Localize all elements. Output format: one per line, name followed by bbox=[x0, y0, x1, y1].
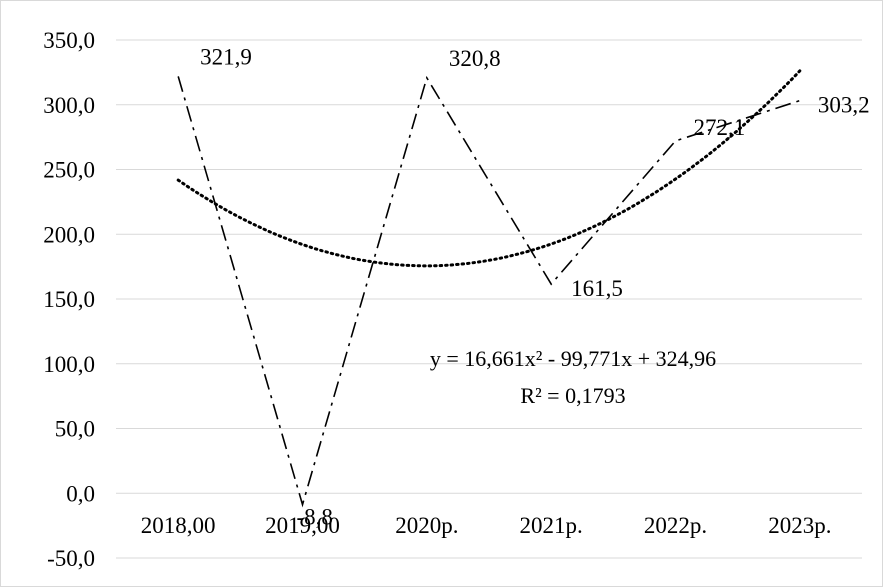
y-tick-label: 200,0 bbox=[43, 222, 95, 247]
trendline-group bbox=[176, 69, 802, 268]
x-tick-label: 2021р. bbox=[520, 513, 583, 538]
y-tick-label: 350,0 bbox=[43, 28, 95, 53]
y-tick-label: 50,0 bbox=[55, 417, 95, 442]
y-tick-label: 300,0 bbox=[43, 93, 95, 118]
x-tick-label: 2020р. bbox=[395, 513, 458, 538]
series-line bbox=[177, 75, 801, 508]
y-tick-label: 100,0 bbox=[43, 352, 95, 377]
series-group bbox=[177, 75, 801, 508]
x-axis-ticks: 2018,00 2019,00 2020р. 2021р. 2022р. 2023р. bbox=[141, 513, 832, 538]
data-labels: 321,9 -8,8 320,8 161,5 272,1 303,2 bbox=[200, 44, 869, 529]
x-tick-label: 2022р. bbox=[644, 513, 707, 538]
data-label: 161,5 bbox=[571, 276, 623, 301]
data-label: 320,8 bbox=[449, 46, 501, 71]
data-label: -8,8 bbox=[297, 505, 333, 530]
data-label: 321,9 bbox=[200, 44, 252, 69]
y-tick-label: 250,0 bbox=[43, 158, 95, 183]
y-tick-label: 0,0 bbox=[66, 481, 95, 506]
x-tick-label: 2023р. bbox=[768, 513, 831, 538]
trendline bbox=[176, 69, 802, 268]
data-label: 272,1 bbox=[694, 115, 746, 140]
gridlines bbox=[116, 39, 862, 559]
y-tick-label: -50,0 bbox=[47, 546, 95, 571]
y-axis-ticks: 350,0 300,0 250,0 200,0 150,0 100,0 50,0 0,0 -50… bbox=[43, 28, 95, 571]
trendline-r2: R² = 0,1793 bbox=[520, 383, 625, 408]
trendline-equation: y = 16,661x² - 99,771x + 324,96 bbox=[430, 346, 716, 371]
data-label: 303,2 bbox=[818, 93, 870, 118]
x-tick-label: 2019,00 bbox=[265, 513, 340, 538]
y-tick-label: 150,0 bbox=[43, 287, 95, 312]
x-tick-label: 2018,00 bbox=[141, 513, 216, 538]
